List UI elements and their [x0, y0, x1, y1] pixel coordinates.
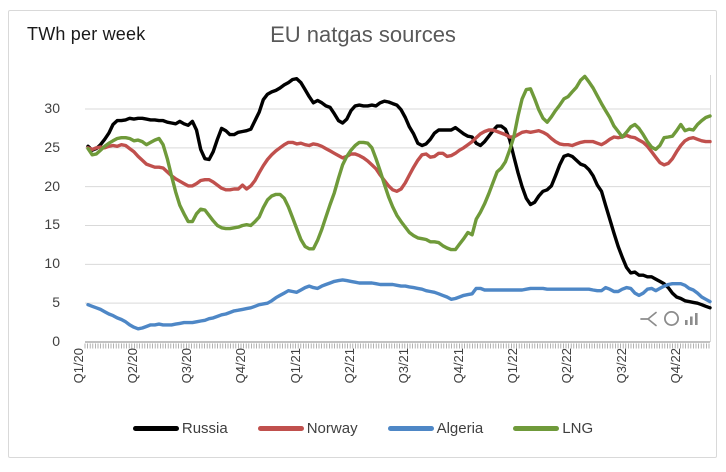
legend-swatch-lng — [513, 426, 560, 431]
legend-label: Russia — [181, 420, 228, 437]
legend-swatch-algeria — [387, 426, 434, 431]
chart-filter-icons — [640, 310, 699, 327]
x-tick-label: Q2/21 — [324, 348, 376, 404]
legend-item-lng: LNG — [513, 420, 593, 437]
x-tick-label: Q1/20 — [52, 348, 104, 404]
y-tick-label: 30 — [44, 99, 60, 116]
x-tick-label: Q4/21 — [432, 348, 484, 404]
chart-frame — [8, 10, 717, 458]
y-tick-label: 10 — [44, 255, 60, 272]
x-axis-minor-ticks — [84, 343, 710, 349]
bar-chart-icon — [685, 313, 698, 325]
x-tick-label-text: Q3/22 — [613, 348, 629, 384]
x-tick-label: Q1/21 — [269, 348, 321, 404]
x-tick-label-text: Q4/21 — [450, 348, 466, 384]
x-tick-label-text: Q4/22 — [667, 348, 683, 384]
series-line-norway — [86, 128, 712, 194]
x-tick-label: Q3/22 — [595, 348, 647, 404]
x-tick-label: Q1/22 — [486, 348, 538, 404]
legend-label: Algeria — [436, 420, 484, 437]
legend-swatch-norway — [257, 426, 304, 431]
x-tick-label: Q2/22 — [541, 348, 593, 404]
x-tick-label-text: Q2/21 — [342, 348, 357, 384]
x-tick-label: Q2/20 — [106, 348, 158, 404]
legend-label: Norway — [306, 420, 358, 437]
x-tick-label-text: Q1/21 — [287, 348, 303, 384]
y-axis-title: TWh per week — [27, 24, 146, 44]
legend-item-russia: Russia — [132, 420, 228, 437]
legend-swatch-russia — [132, 426, 179, 431]
y-tick-label: 0 — [52, 333, 60, 349]
x-tick-label: Q3/21 — [378, 348, 430, 404]
x-tick-label-text: Q3/21 — [396, 348, 412, 384]
legend: Russia Norway Algeria LNG — [0, 420, 726, 437]
series-line-lng — [86, 74, 712, 252]
y-tick-label: 15 — [44, 216, 60, 233]
x-tick-label: Q3/20 — [161, 348, 213, 404]
x-tick-label-text: Q4/20 — [233, 348, 249, 384]
circle-icon — [664, 311, 679, 326]
funnel-icon — [640, 311, 657, 326]
series-line-russia — [86, 76, 712, 310]
x-tick-label-text: Q2/22 — [559, 348, 575, 384]
x-tick-label-text: Q3/20 — [179, 348, 195, 384]
x-tick-label: Q4/20 — [215, 348, 267, 404]
y-tick-label: 20 — [44, 177, 60, 194]
legend-item-norway: Norway — [257, 420, 358, 437]
legend-label: LNG — [562, 420, 594, 437]
x-tick-label-text: Q2/20 — [124, 348, 140, 384]
series-line-algeria — [86, 278, 712, 331]
x-tick-label-text: Q1/20 — [70, 348, 86, 384]
x-tick-label-text: Q1/22 — [504, 348, 520, 384]
y-tick-label: 5 — [52, 294, 60, 311]
y-tick-label: 25 — [44, 138, 60, 155]
legend-item-algeria: Algeria — [387, 420, 484, 437]
x-tick-label: Q4/22 — [649, 348, 701, 404]
chart-title: EU natgas sources — [270, 22, 456, 47]
